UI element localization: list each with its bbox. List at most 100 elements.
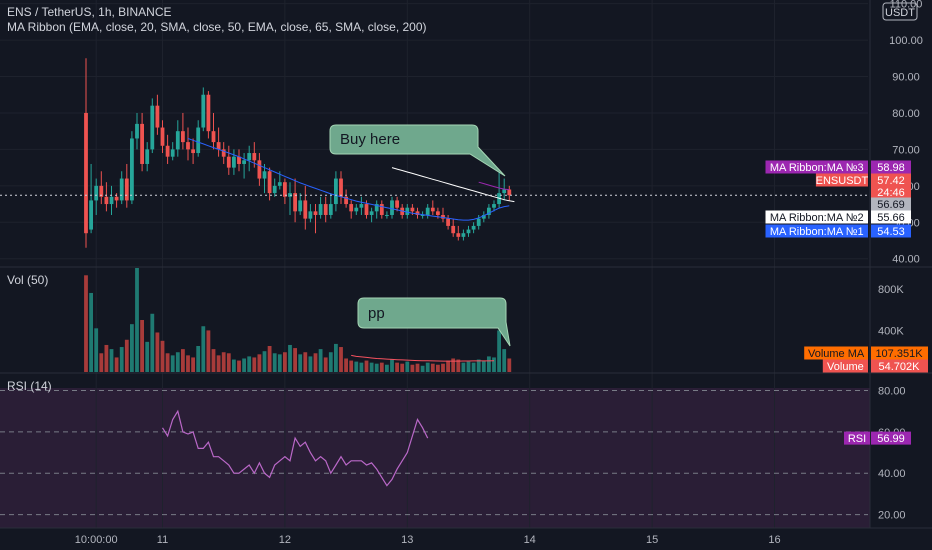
candle-body bbox=[354, 207, 359, 212]
volume-axis-ticks: 400K 800K bbox=[878, 284, 904, 338]
volume-bar bbox=[446, 360, 450, 372]
volume-bar bbox=[140, 320, 144, 372]
rsi-bands bbox=[0, 390, 868, 516]
candle-body bbox=[175, 131, 180, 150]
volume-bar bbox=[425, 362, 430, 372]
candle-body bbox=[94, 185, 99, 201]
candle-body bbox=[99, 185, 104, 197]
candle-body bbox=[436, 211, 440, 215]
candle-body bbox=[405, 207, 410, 215]
pp-callout-shape bbox=[357, 297, 511, 347]
candle-body bbox=[344, 196, 348, 205]
volume-ma-polyline bbox=[351, 354, 495, 362]
volume-bar bbox=[456, 359, 461, 372]
buy-here-callout[interactable]: Buy here bbox=[329, 124, 506, 177]
volume-bar bbox=[481, 360, 486, 372]
candle-body bbox=[349, 204, 354, 212]
volume-bar bbox=[379, 362, 384, 372]
price-name-text: ENSUSDT bbox=[816, 175, 869, 187]
volume-bar bbox=[150, 313, 155, 372]
candle-body bbox=[181, 131, 185, 143]
candle-body bbox=[124, 178, 129, 201]
candle-body bbox=[303, 200, 308, 219]
volume-bar bbox=[410, 364, 415, 372]
volume-bar bbox=[390, 359, 394, 372]
volume-bar bbox=[257, 354, 262, 372]
candle-body bbox=[441, 214, 445, 219]
volume-bar bbox=[155, 332, 160, 372]
candle-body bbox=[415, 211, 420, 215]
volume-bar bbox=[492, 357, 496, 372]
price-tick-label: 110.00 bbox=[890, 0, 923, 11]
price-tick-label: 70.00 bbox=[892, 144, 920, 156]
candle-body bbox=[359, 204, 364, 208]
candle-body bbox=[135, 123, 139, 139]
volume-title: Vol (50) bbox=[7, 273, 48, 287]
price-value-tag bbox=[871, 210, 911, 224]
volume-bar bbox=[395, 362, 399, 372]
candle-body bbox=[155, 105, 160, 128]
rsi-tick-label: 80.00 bbox=[878, 386, 906, 398]
volume-bar bbox=[130, 324, 134, 372]
candle-body bbox=[466, 229, 471, 234]
symbol-title: ENS / TetherUS, 1h, BINANCE bbox=[7, 5, 172, 19]
candle-body bbox=[461, 233, 466, 237]
price-name-tag bbox=[815, 173, 868, 187]
price-value-text: 55.66 bbox=[877, 212, 905, 224]
volume-bar bbox=[400, 363, 405, 372]
candle-body bbox=[237, 156, 241, 164]
volume-value-text: 107.351K bbox=[875, 348, 923, 360]
price-name-tag bbox=[765, 210, 868, 224]
volume-bar bbox=[160, 340, 165, 372]
price-value-text: 54.53 bbox=[877, 226, 905, 238]
candle-body bbox=[339, 178, 343, 197]
volume-bar bbox=[374, 363, 379, 372]
candle-body bbox=[145, 149, 150, 164]
price-value-tag bbox=[871, 197, 911, 211]
time-tick-label: 11 bbox=[157, 534, 168, 546]
candle-body bbox=[109, 196, 114, 205]
buy-here-label: Buy here bbox=[340, 131, 400, 148]
volume-bar bbox=[354, 361, 359, 372]
candle-body bbox=[196, 127, 201, 154]
volume-bar bbox=[232, 359, 236, 372]
price-name-text: MA Ribbon:MA №2 bbox=[770, 212, 864, 224]
volume-bar bbox=[89, 292, 93, 372]
volume-bar bbox=[135, 268, 139, 372]
currency-badge[interactable]: USDT bbox=[882, 2, 918, 21]
volume-bar bbox=[211, 349, 216, 372]
time-tick-label: 10:00:00 bbox=[75, 534, 118, 546]
candle-body bbox=[328, 204, 333, 215]
volume-bar bbox=[216, 355, 221, 372]
volume-bar bbox=[206, 330, 211, 372]
volume-bars bbox=[84, 268, 512, 372]
candle-body bbox=[89, 200, 93, 230]
rsi-title: RSI (14) bbox=[7, 379, 52, 393]
candle-body bbox=[272, 185, 277, 194]
volume-bar bbox=[226, 353, 231, 372]
countdown-text: 24:46 bbox=[877, 187, 905, 199]
candle-body bbox=[140, 123, 144, 164]
candle-body bbox=[267, 171, 272, 194]
volume-bar bbox=[476, 359, 481, 372]
ma-line bbox=[478, 181, 510, 191]
volume-value-text: 54.702K bbox=[879, 361, 921, 373]
candle-body bbox=[104, 196, 109, 205]
price-value-tag bbox=[871, 173, 911, 200]
volume-bar bbox=[308, 356, 313, 372]
candle-body bbox=[446, 218, 450, 226]
volume-bar bbox=[359, 362, 364, 372]
rsi-name-text: RSI bbox=[848, 433, 866, 445]
volume-name-tag bbox=[804, 346, 868, 360]
volume-bar bbox=[267, 346, 272, 372]
volume-bar bbox=[344, 358, 348, 372]
candle-body bbox=[186, 142, 190, 150]
volume-bar bbox=[369, 362, 374, 372]
candle-body bbox=[119, 178, 124, 201]
candle-body bbox=[165, 145, 170, 157]
volume-bar bbox=[277, 354, 282, 372]
volume-bar bbox=[323, 357, 328, 372]
pp-callout[interactable]: pp bbox=[357, 297, 511, 347]
